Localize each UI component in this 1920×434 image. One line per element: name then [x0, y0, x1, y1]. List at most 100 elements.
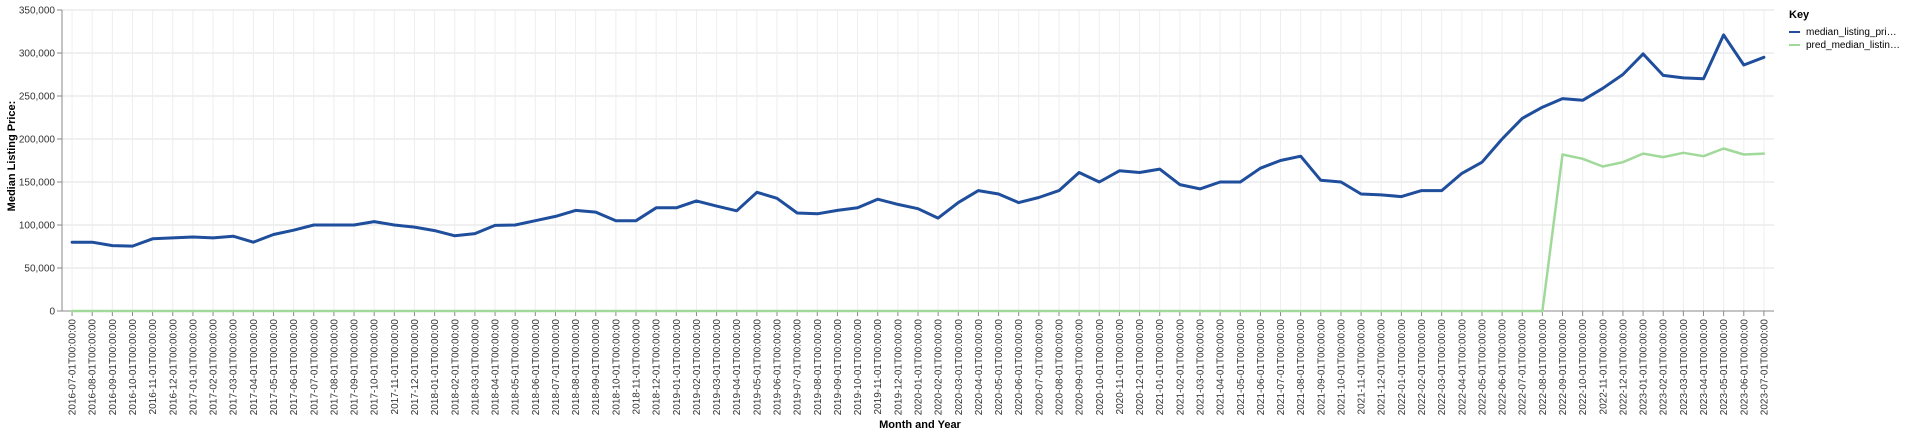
x-tick-label: 2020-05-01T00:00:00 — [994, 319, 1005, 416]
x-tick-label: 2018-02-01T00:00:00 — [450, 319, 461, 416]
x-tick-label: 2018-06-01T00:00:00 — [531, 319, 542, 416]
x-tick-label: 2023-02-01T00:00:00 — [1659, 319, 1670, 416]
x-tick-label: 2022-07-01T00:00:00 — [1518, 319, 1529, 416]
x-tick-label: 2023-05-01T00:00:00 — [1719, 319, 1730, 416]
x-tick-label: 2018-10-01T00:00:00 — [611, 319, 622, 416]
y-tick-label: 250,000 — [19, 92, 56, 103]
x-tick-label: 2019-06-01T00:00:00 — [773, 319, 784, 416]
y-tick-label: 200,000 — [19, 135, 56, 146]
x-tick-label: 2021-12-01T00:00:00 — [1377, 319, 1388, 416]
x-tick-label: 2019-01-01T00:00:00 — [672, 319, 683, 416]
x-tick-label: 2018-09-01T00:00:00 — [591, 319, 602, 416]
series-line-pred-median-listing-price — [70, 147, 1766, 313]
series-line-median-listing-price — [70, 33, 1766, 248]
x-tick-label: 2022-09-01T00:00:00 — [1558, 319, 1569, 416]
legend: Key median_listing_pri… pred_median_list… — [1789, 9, 1900, 51]
x-tick-label: 2022-11-01T00:00:00 — [1598, 319, 1609, 415]
x-tick-label: 2021-10-01T00:00:00 — [1336, 319, 1347, 416]
x-tick-label: 2021-11-01T00:00:00 — [1357, 319, 1368, 415]
y-tick-label: 0 — [49, 307, 55, 318]
x-tick-label: 2020-08-01T00:00:00 — [1054, 319, 1065, 416]
x-tick-label: 2019-05-01T00:00:00 — [752, 319, 763, 416]
legend-label-median-listing-price: median_listing_pri… — [1806, 27, 1897, 38]
x-tick-label: 2022-05-01T00:00:00 — [1477, 319, 1488, 416]
x-tick-label: 2023-03-01T00:00:00 — [1679, 319, 1690, 416]
x-tick-label: 2022-04-01T00:00:00 — [1457, 319, 1468, 416]
y-tick-label: 50,000 — [24, 264, 55, 275]
x-tick-label: 2019-02-01T00:00:00 — [692, 319, 703, 416]
x-tick-label: 2018-03-01T00:00:00 — [470, 319, 481, 416]
series-lines — [70, 33, 1766, 313]
x-tick-label: 2017-02-01T00:00:00 — [209, 319, 220, 416]
x-tick-label: 2022-12-01T00:00:00 — [1618, 319, 1629, 416]
legend-label-pred-median-listing-price: pred_median_listin… — [1806, 40, 1900, 51]
x-tick-label: 2018-05-01T00:00:00 — [511, 319, 522, 416]
x-tick-label: 2023-04-01T00:00:00 — [1699, 319, 1710, 416]
y-axis-title: Median Listing Price: — [6, 101, 18, 212]
x-tick-label: 2016-12-01T00:00:00 — [168, 319, 179, 416]
y-tick-label: 350,000 — [19, 6, 56, 17]
x-tick-label: 2020-11-01T00:00:00 — [1115, 319, 1126, 415]
x-tick-label: 2019-09-01T00:00:00 — [833, 319, 844, 416]
y-tick-label: 300,000 — [19, 49, 56, 60]
x-tick-label: 2021-01-01T00:00:00 — [1155, 319, 1166, 416]
x-tick-label: 2020-09-01T00:00:00 — [1075, 319, 1086, 416]
x-tick-label: 2020-06-01T00:00:00 — [1014, 319, 1025, 416]
x-tick-label: 2018-04-01T00:00:00 — [491, 319, 502, 416]
x-tick-label: 2022-02-01T00:00:00 — [1417, 319, 1428, 416]
x-tick-label: 2019-03-01T00:00:00 — [712, 319, 723, 416]
x-tick-label: 2021-07-01T00:00:00 — [1276, 319, 1287, 416]
x-tick-label: 2019-10-01T00:00:00 — [853, 319, 864, 416]
x-tick-label: 2021-06-01T00:00:00 — [1256, 319, 1267, 416]
x-tick-label: 2017-08-01T00:00:00 — [329, 319, 340, 416]
x-tick-label: 2018-07-01T00:00:00 — [551, 319, 562, 416]
x-tick-label: 2016-11-01T00:00:00 — [148, 319, 159, 415]
x-tick-label: 2023-06-01T00:00:00 — [1739, 319, 1750, 416]
x-tick-label: 2020-02-01T00:00:00 — [934, 319, 945, 416]
x-tick-label: 2021-03-01T00:00:00 — [1195, 319, 1206, 416]
x-tick-label: 2017-04-01T00:00:00 — [249, 319, 260, 416]
x-tick-label: 2017-09-01T00:00:00 — [350, 319, 361, 416]
x-tick-label: 2021-02-01T00:00:00 — [1175, 319, 1186, 416]
x-tick-label: 2017-10-01T00:00:00 — [370, 319, 381, 416]
x-tick-label: 2022-10-01T00:00:00 — [1578, 319, 1589, 416]
x-tick-label: 2019-04-01T00:00:00 — [732, 319, 743, 416]
x-tick-label: 2017-05-01T00:00:00 — [269, 319, 280, 416]
x-tick-label: 2018-12-01T00:00:00 — [652, 319, 663, 416]
x-tick-label: 2016-09-01T00:00:00 — [108, 319, 119, 416]
x-tick-label: 2017-06-01T00:00:00 — [289, 319, 300, 416]
x-axis: 2016-07-01T00:00:00 2016-08-01T00:00:00 20… — [62, 310, 1774, 416]
x-tick-label: 2021-04-01T00:00:00 — [1216, 319, 1227, 416]
x-tick-label: 2016-08-01T00:00:00 — [88, 319, 99, 416]
x-tick-label: 2019-07-01T00:00:00 — [793, 319, 804, 416]
x-tick-label: 2017-12-01T00:00:00 — [410, 319, 421, 416]
x-tick-label: 2020-04-01T00:00:00 — [974, 319, 985, 416]
x-tick-label: 2022-03-01T00:00:00 — [1437, 319, 1448, 416]
x-tick-label: 2018-08-01T00:00:00 — [571, 319, 582, 416]
gridlines — [62, 9, 1774, 312]
y-axis: 0 50,000 100,000 150,000 200,000 250,000 300,0… — [19, 6, 63, 318]
x-tick-label: 2020-07-01T00:00:00 — [1034, 319, 1045, 416]
x-tick-label: 2021-09-01T00:00:00 — [1316, 319, 1327, 416]
x-tick-label: 2020-03-01T00:00:00 — [954, 319, 965, 416]
x-tick-label: 2022-08-01T00:00:00 — [1538, 319, 1549, 416]
x-tick-label: 2019-11-01T00:00:00 — [873, 319, 884, 415]
x-tick-label: 2021-05-01T00:00:00 — [1236, 319, 1247, 416]
x-tick-label: 2016-10-01T00:00:00 — [128, 319, 139, 416]
x-axis-title: Month and Year — [879, 419, 961, 431]
y-tick-label: 150,000 — [19, 178, 56, 189]
x-tick-label: 2018-01-01T00:00:00 — [430, 319, 441, 416]
x-tick-label: 2018-11-01T00:00:00 — [632, 319, 643, 415]
x-tick-label: 2021-08-01T00:00:00 — [1296, 319, 1307, 416]
x-tick-label: 2020-12-01T00:00:00 — [1135, 319, 1146, 416]
x-tick-label: 2017-11-01T00:00:00 — [390, 319, 401, 415]
x-tick-label: 2017-03-01T00:00:00 — [229, 319, 240, 416]
x-tick-label: 2017-01-01T00:00:00 — [188, 319, 199, 416]
x-tick-label: 2022-01-01T00:00:00 — [1397, 319, 1408, 416]
x-tick-label: 2020-10-01T00:00:00 — [1095, 319, 1106, 416]
x-tick-label: 2019-08-01T00:00:00 — [813, 319, 824, 416]
x-tick-label: 2020-01-01T00:00:00 — [914, 319, 925, 416]
x-tick-label: 2023-01-01T00:00:00 — [1639, 319, 1650, 416]
x-tick-label: 2019-12-01T00:00:00 — [893, 319, 904, 416]
